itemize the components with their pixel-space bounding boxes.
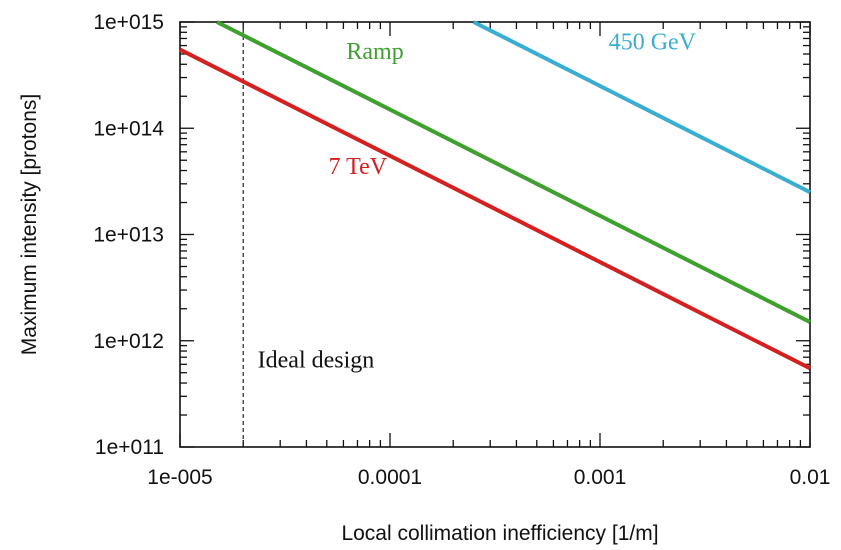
y-tick-labels: 1e+011 1e+012 1e+013 1e+014 1e+015 [93,11,164,459]
y-tick-label: 1e+011 [95,436,164,459]
series-label-450-gev: 450 GeV [609,30,697,56]
x-tick-label: 0.01 [790,466,831,489]
series-label-ramp: Ramp [346,39,403,65]
x-axis-title: Local collimation inefficiency [1/m] [341,522,658,545]
x-tick-labels: 1e-005 0.0001 0.001 0.01 [147,466,830,489]
y-tick-label: 1e+014 [93,117,164,140]
series-line-ramp [216,20,811,324]
series-labels: 450 GeV Ramp 7 TeV [329,30,697,181]
tick-marks [179,21,811,448]
y-tick-label: 1e+013 [93,224,164,247]
series-lines [179,20,811,371]
plot-frame [179,21,811,448]
series-line-450-gev [472,20,811,195]
series-line-7-tev [179,47,811,371]
x-tick-label: 1e-005 [147,466,212,489]
x-tick-label: 0.0001 [358,466,422,489]
series-label-7-tev: 7 TeV [329,154,388,180]
ideal-design-label: Ideal design [258,348,375,374]
y-tick-label: 1e+012 [93,330,164,353]
y-axis-title: Maximum intensity [protons] [18,94,41,355]
x-tick-label: 0.001 [574,466,627,489]
y-tick-label: 1e+015 [93,11,164,34]
